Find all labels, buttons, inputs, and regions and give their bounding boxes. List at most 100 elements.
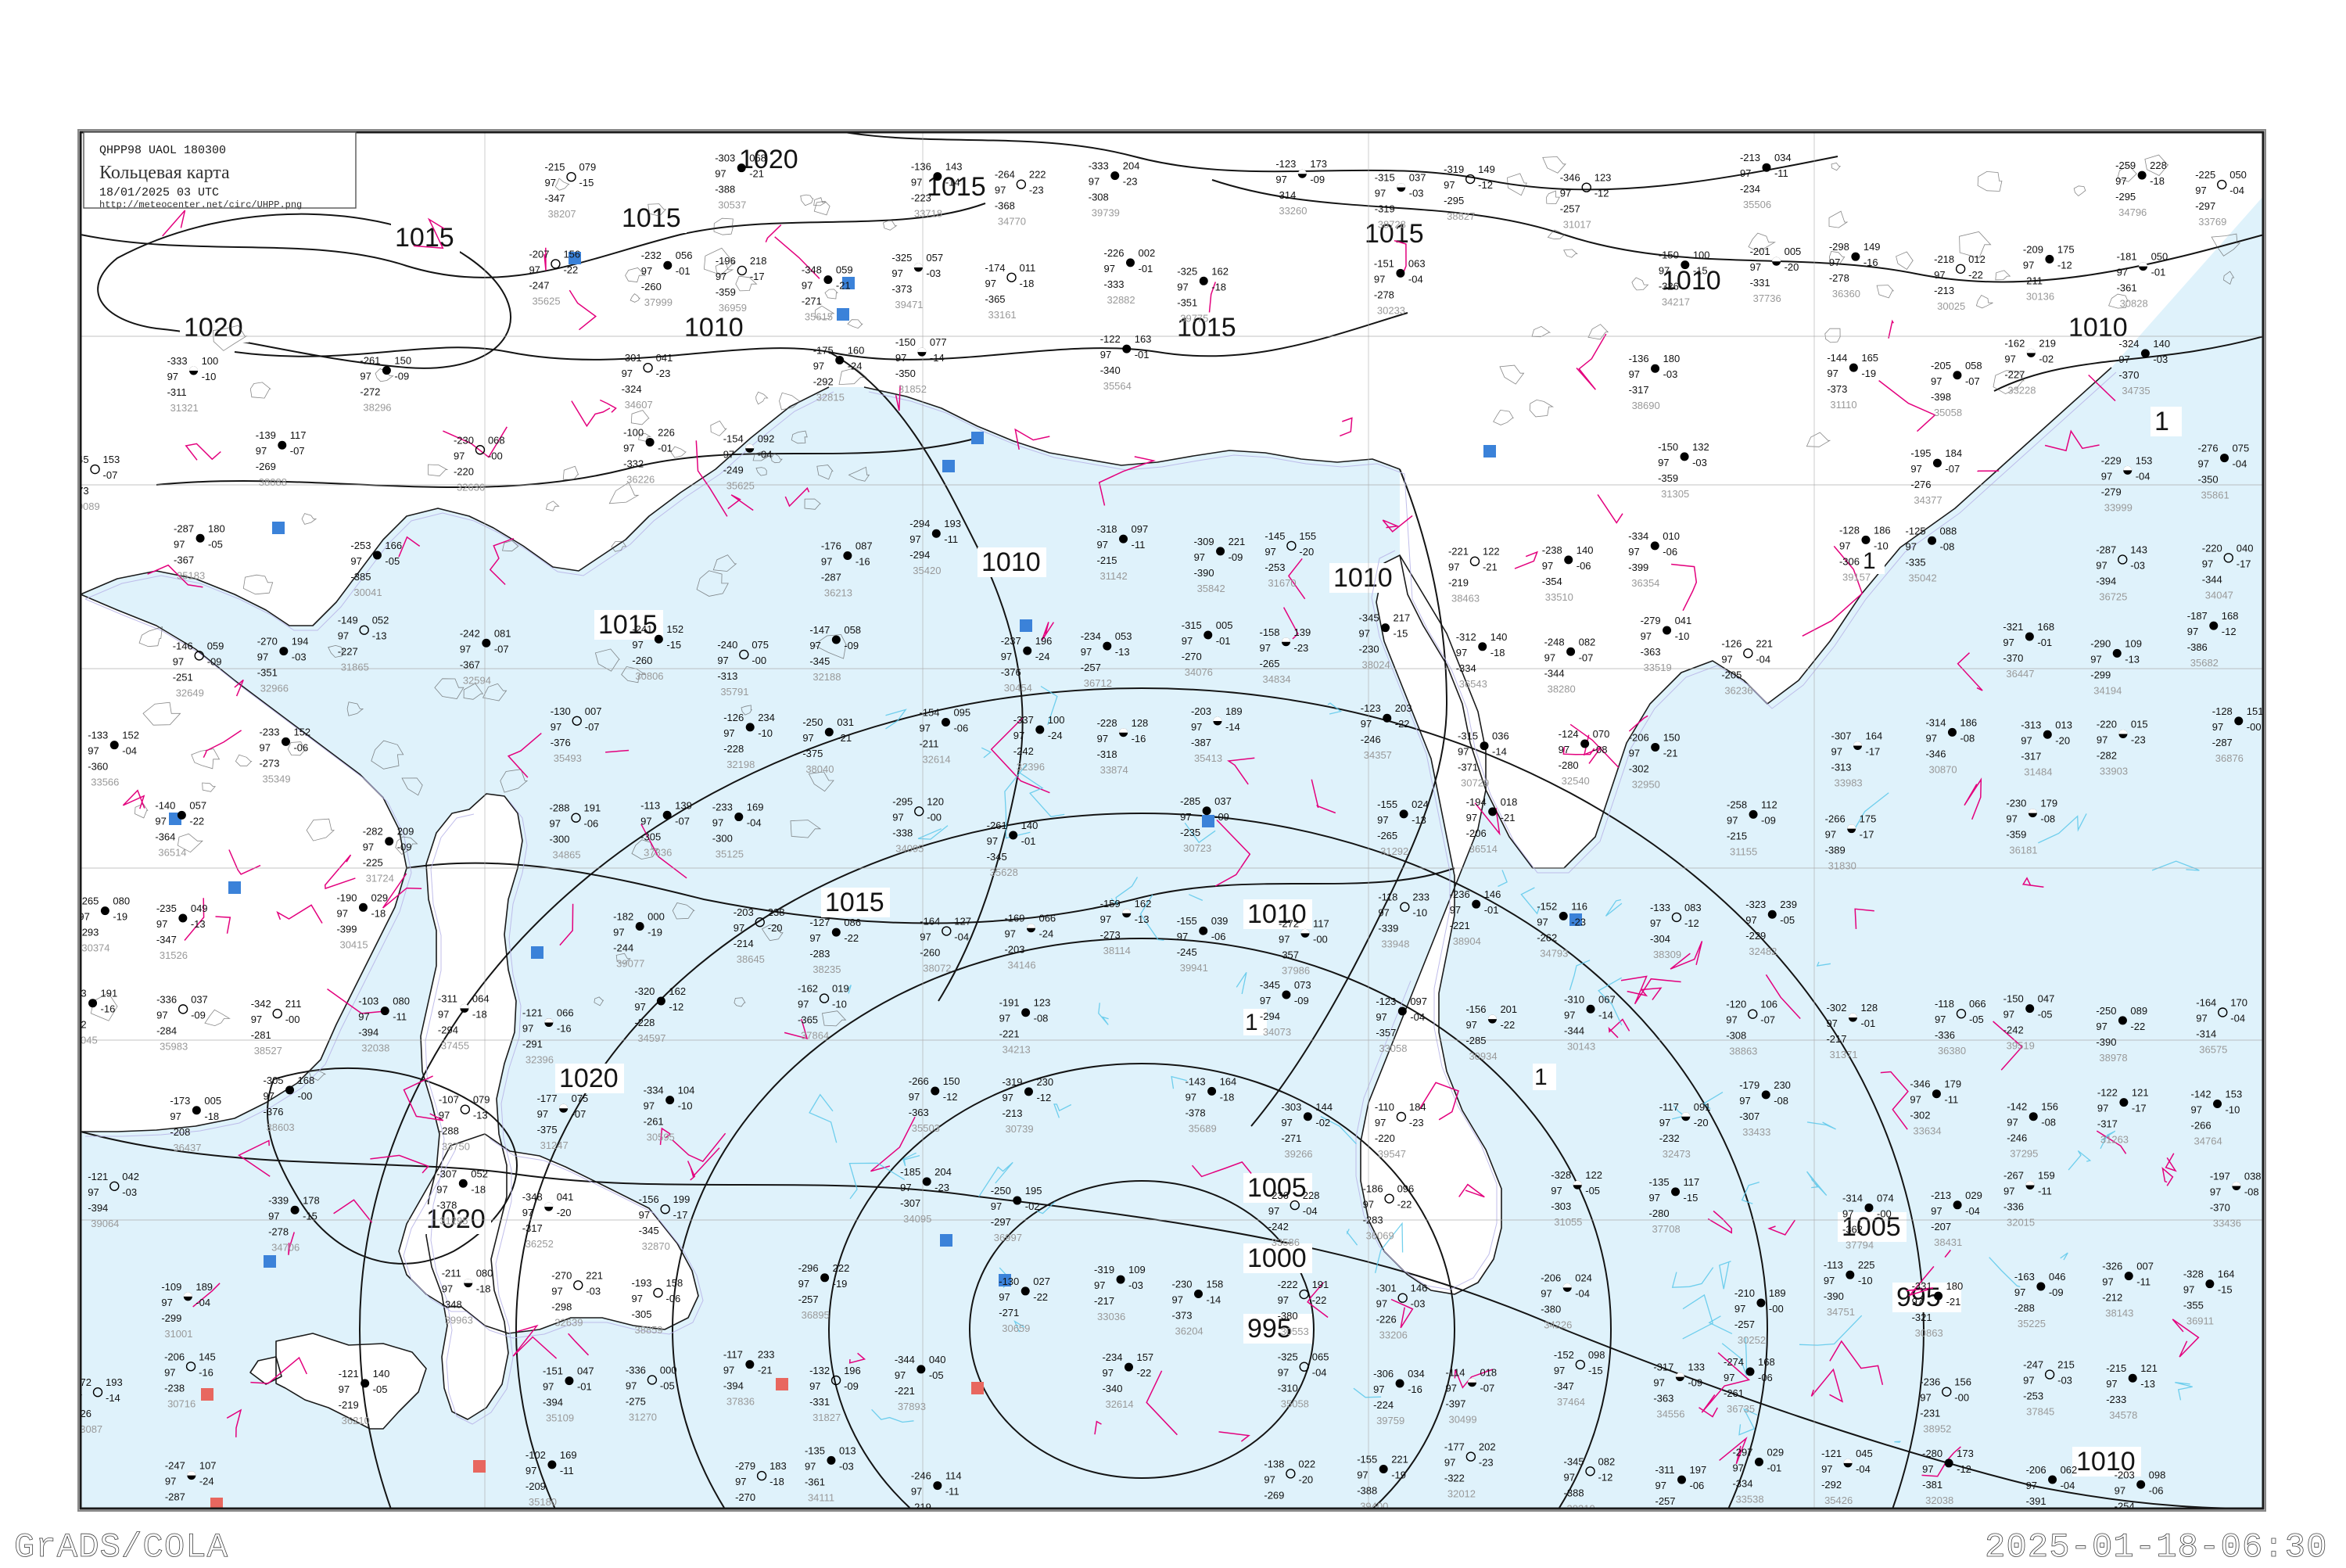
svg-text:156: 156	[1954, 1376, 1971, 1388]
svg-text:-261: -261	[1724, 1387, 1744, 1399]
svg-text:-307: -307	[900, 1197, 920, 1209]
svg-text:97: 97	[900, 1182, 911, 1193]
svg-text:-123: -123	[1275, 158, 1296, 170]
svg-text:-07: -07	[1579, 651, 1594, 663]
svg-text:97: 97	[529, 264, 540, 275]
svg-text:-08: -08	[1774, 1095, 1788, 1107]
svg-text:97: 97	[1537, 916, 1548, 928]
svg-text:-04: -04	[2230, 1012, 2245, 1024]
svg-text:-126: -126	[1721, 637, 1742, 649]
svg-text:97: 97	[1920, 1392, 1931, 1404]
svg-text:221: 221	[1391, 1453, 1408, 1465]
svg-text:-10: -10	[758, 727, 773, 739]
svg-text:-122: -122	[1100, 333, 1121, 345]
svg-text:32966: 32966	[260, 683, 289, 694]
svg-text:-04: -04	[747, 817, 762, 829]
svg-text:97: 97	[1013, 730, 1024, 741]
svg-text:97: 97	[1377, 814, 1388, 826]
svg-text:97: 97	[1456, 647, 1467, 658]
svg-text:97: 97	[1655, 1480, 1666, 1491]
svg-text:97: 97	[805, 1460, 816, 1472]
svg-text:31305: 31305	[1661, 488, 1689, 500]
svg-text:35615: 35615	[805, 311, 833, 323]
svg-text:-337: -337	[1013, 714, 1034, 726]
svg-text:33999: 33999	[2104, 501, 2133, 513]
svg-text:239: 239	[1780, 899, 1797, 910]
svg-text:-12: -12	[943, 1091, 958, 1103]
svg-text:-113: -113	[1824, 1259, 1843, 1271]
svg-text:97: 97	[1278, 1294, 1289, 1306]
svg-text:97: 97	[1839, 540, 1850, 551]
svg-text:-228: -228	[1097, 717, 1117, 729]
svg-text:30233: 30233	[1377, 304, 1405, 316]
svg-text:-20: -20	[1298, 1473, 1313, 1485]
svg-text:-15: -15	[2218, 1284, 2233, 1296]
svg-text:-271: -271	[802, 296, 822, 307]
svg-text:-230: -230	[1172, 1278, 1193, 1290]
svg-text:-23: -23	[1029, 185, 1044, 196]
svg-text:-390: -390	[1824, 1290, 1844, 1302]
svg-text:-287: -287	[174, 522, 194, 534]
svg-text:36213: 36213	[824, 587, 852, 599]
svg-text:36437: 36437	[173, 1142, 201, 1154]
svg-text:1015: 1015	[825, 888, 884, 917]
svg-text:121: 121	[2132, 1087, 2149, 1099]
svg-text:058: 058	[1965, 360, 1982, 371]
svg-text:-24: -24	[1038, 928, 1053, 940]
svg-text:-390: -390	[2096, 1036, 2116, 1048]
svg-text:31865: 31865	[341, 662, 369, 673]
svg-text:-209: -209	[2023, 243, 2043, 255]
svg-text:31001: 31001	[164, 1328, 192, 1340]
svg-text:97: 97	[723, 1365, 734, 1376]
svg-text:32038: 32038	[361, 1042, 389, 1054]
svg-text:30252: 30252	[1738, 1334, 1766, 1346]
svg-text:-387: -387	[1191, 737, 1211, 748]
svg-text:97: 97	[723, 727, 734, 739]
svg-text:-213: -213	[1931, 1189, 1951, 1201]
svg-text:97: 97	[1659, 265, 1670, 277]
svg-text:-324: -324	[622, 383, 642, 395]
svg-text:-242: -242	[460, 627, 480, 639]
svg-text:-15: -15	[1394, 628, 1408, 640]
svg-text:-22: -22	[563, 264, 578, 275]
svg-text:042: 042	[122, 1171, 139, 1182]
svg-text:-269: -269	[1264, 1489, 1284, 1501]
svg-text:189: 189	[196, 1281, 213, 1293]
svg-text:97: 97	[644, 1100, 655, 1112]
svg-text:-220: -220	[454, 465, 474, 477]
svg-text:-135: -135	[1649, 1176, 1670, 1188]
svg-text:-260: -260	[920, 947, 940, 959]
svg-text:158: 158	[665, 1277, 683, 1289]
svg-text:-22: -22	[1500, 1019, 1515, 1031]
svg-text:97: 97	[167, 371, 178, 382]
svg-text:97: 97	[1264, 1473, 1275, 1485]
svg-text:005: 005	[1216, 619, 1233, 631]
svg-text:-11: -11	[2136, 1276, 2150, 1288]
svg-text:-01: -01	[1216, 635, 1231, 647]
svg-text:-191: -191	[999, 997, 1020, 1009]
svg-text:-375: -375	[802, 748, 823, 759]
svg-text:97: 97	[1268, 1205, 1279, 1217]
svg-text:-04: -04	[2061, 1480, 2075, 1491]
svg-text:-357: -357	[1279, 949, 1299, 960]
svg-text:-03: -03	[1663, 368, 1678, 380]
svg-text:97: 97	[1931, 1205, 1942, 1217]
svg-text:-301: -301	[622, 352, 642, 364]
svg-text:30025: 30025	[1937, 300, 1965, 312]
svg-text:-217: -217	[1094, 1295, 1114, 1307]
svg-text:38296: 38296	[363, 402, 391, 414]
svg-text:100: 100	[202, 355, 219, 367]
svg-text:97: 97	[526, 1465, 536, 1477]
svg-text:97: 97	[1182, 635, 1193, 647]
svg-text:211: 211	[285, 998, 302, 1010]
svg-text:97: 97	[2115, 175, 2126, 187]
svg-text:35791: 35791	[720, 686, 748, 698]
svg-text:019: 019	[832, 983, 849, 995]
svg-text:36876: 36876	[2215, 752, 2244, 764]
svg-text:-346: -346	[1925, 748, 1946, 759]
svg-text:-203: -203	[1191, 705, 1211, 717]
svg-text:97: 97	[2117, 267, 2128, 278]
svg-text:34796: 34796	[2118, 206, 2147, 218]
svg-text:-228: -228	[634, 1017, 655, 1028]
svg-text:35413: 35413	[1194, 752, 1222, 764]
